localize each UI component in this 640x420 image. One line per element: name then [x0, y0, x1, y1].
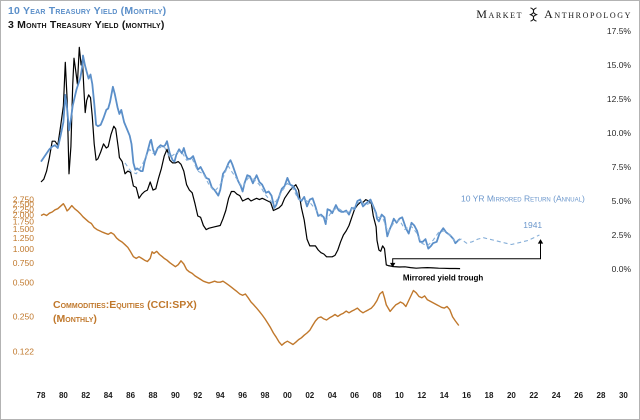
x-axis-tick-label: 18 — [485, 391, 494, 400]
series-line-three-month-yield — [40, 46, 461, 270]
x-axis-tick-label: 06 — [350, 391, 359, 400]
x-axis-tick-label: 20 — [507, 391, 516, 400]
right-axis-tick-label: 12.5% — [607, 94, 632, 104]
left-axis-tick-label: 1.500 — [13, 224, 35, 234]
mirrored-return-label: 10 YR Mirrored Return (Annual) — [461, 194, 585, 204]
legend-10yr-treasury-title: 10 Year Treasury Yield (Monthly) — [8, 5, 167, 17]
helix-icon — [529, 7, 539, 22]
right-axis-tick-label: 15.0% — [607, 60, 632, 70]
series-line-commodities-equities-ratio — [40, 202, 460, 346]
x-axis-tick-label: 02 — [305, 391, 314, 400]
x-axis-tick-label: 08 — [373, 391, 382, 400]
x-axis-tick-label: 86 — [126, 391, 135, 400]
left-axis-tick-label: 1.750 — [13, 217, 35, 227]
left-axis-tick-label: 2.000 — [13, 210, 35, 220]
x-axis-tick-label: 96 — [238, 391, 247, 400]
x-axis-tick-label: 88 — [149, 391, 158, 400]
left-axis-tick-label: 2.500 — [13, 199, 35, 209]
x-axis-tick-label: 22 — [529, 391, 538, 400]
left-axis-tick-label: 1.250 — [13, 233, 35, 243]
brand: Market Anthropology — [476, 7, 632, 22]
x-axis-tick-label: 94 — [216, 391, 225, 400]
trough-bracket — [392, 243, 541, 264]
x-axis-tick-label: 00 — [283, 391, 292, 400]
x-axis-tick-label: 92 — [193, 391, 202, 400]
x-axis-tick-label: 26 — [574, 391, 583, 400]
trough-down-arrowhead — [390, 262, 396, 268]
legend-3mo-treasury-title: 3 Month Treasury Yield (monthly) — [8, 19, 165, 31]
x-axis-tick-label: 10 — [395, 391, 404, 400]
left-axis-tick-label: 0.500 — [13, 278, 35, 288]
x-axis-tick-label: 80 — [59, 391, 68, 400]
right-axis-tick-label: 7.5% — [612, 162, 632, 172]
right-axis-tick-label: 2.5% — [612, 230, 632, 240]
left-axis-tick-label: 0.750 — [13, 258, 35, 268]
x-axis-tick-label: 28 — [597, 391, 606, 400]
x-axis-tick-label: 82 — [81, 391, 90, 400]
x-axis-tick-label: 04 — [328, 391, 337, 400]
left-axis-tick-label: 0.250 — [13, 311, 35, 321]
x-axis-tick-label: 24 — [552, 391, 561, 400]
x-axis-tick-label: 98 — [261, 391, 270, 400]
x-axis-tick-label: 16 — [462, 391, 471, 400]
x-axis-tick-label: 12 — [417, 391, 426, 400]
left-axis-tick-label: 2.250 — [13, 204, 35, 214]
series-line-ten-year-mirrored-return — [124, 146, 540, 247]
x-axis-tick-label: 84 — [104, 391, 113, 400]
right-axis-tick-label: 10.0% — [607, 128, 632, 138]
right-axis-tick-label: 5.0% — [612, 196, 632, 206]
legend-commodities-line1: Commodities:Equities (CCI:SPX) — [53, 299, 197, 311]
left-axis-tick-label: 0.122 — [13, 346, 35, 356]
x-axis-tick-label: 30 — [619, 391, 628, 400]
series-line-ten-year-yield — [40, 54, 461, 250]
left-axis-tick-label: 1.000 — [13, 244, 35, 254]
brand-word-market: Market — [476, 7, 524, 21]
x-axis-tick-label: 90 — [171, 391, 180, 400]
left-axis-tick-label: 2.750 — [13, 195, 35, 205]
legend-commodities-line2: (Monthly) — [53, 313, 97, 325]
x-axis-tick-label: 14 — [440, 391, 449, 400]
brand-word-anthropology: Anthropology — [544, 7, 632, 21]
right-axis-tick-label: 17.5% — [607, 26, 632, 36]
legend-commodities: Commodities:Equities (CCI:SPX) (Monthly) — [53, 298, 197, 326]
right-axis-tick-label: 0.0% — [612, 264, 632, 274]
trough-up-arrowhead — [537, 239, 544, 244]
year-1941-label: 1941 — [523, 220, 542, 230]
x-axis-tick-label: 78 — [37, 391, 46, 400]
trough-annotation-label: Mirrored yield trough — [403, 274, 484, 283]
